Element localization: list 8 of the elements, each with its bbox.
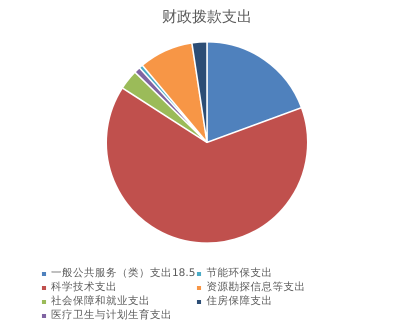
- legend-label: 科学技术支出: [51, 280, 117, 294]
- legend-label: 医疗卫生与计划生育支出: [51, 308, 172, 322]
- legend-label: 一般公共服务（类）支出18.5: [51, 266, 196, 280]
- chart-title: 财政拨款支出: [162, 8, 252, 26]
- legend-label: 资源勘探信息等支出: [206, 280, 306, 294]
- legend-label: 节能环保支出: [206, 266, 272, 280]
- legend-label: 社会保障和就业支出: [51, 294, 150, 308]
- legend-label: 住房保障支出: [206, 294, 272, 308]
